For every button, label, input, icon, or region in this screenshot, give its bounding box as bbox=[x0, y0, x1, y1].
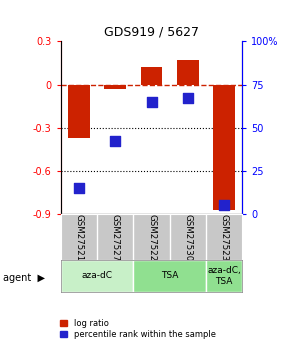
Text: GSM27521: GSM27521 bbox=[74, 214, 83, 261]
Text: GSM27523: GSM27523 bbox=[220, 214, 229, 261]
Bar bbox=[104, 85, 126, 89]
Text: agent  ▶: agent ▶ bbox=[3, 273, 45, 283]
Bar bbox=[141, 67, 162, 85]
Text: GSM27530: GSM27530 bbox=[183, 214, 192, 261]
Point bbox=[149, 99, 154, 105]
Text: aza-dC,
TSA: aza-dC, TSA bbox=[207, 266, 241, 286]
Point bbox=[185, 96, 190, 101]
Text: TSA: TSA bbox=[161, 272, 178, 280]
Text: GSM27522: GSM27522 bbox=[147, 214, 156, 261]
Bar bbox=[177, 60, 199, 85]
Point bbox=[222, 203, 227, 208]
Point bbox=[113, 139, 118, 144]
Title: GDS919 / 5627: GDS919 / 5627 bbox=[104, 26, 199, 39]
Point bbox=[76, 185, 81, 191]
Text: GSM27527: GSM27527 bbox=[111, 214, 120, 261]
Bar bbox=[206, 260, 242, 292]
Bar bbox=[133, 260, 206, 292]
Bar bbox=[213, 85, 235, 209]
Legend: log ratio, percentile rank within the sample: log ratio, percentile rank within the sa… bbox=[59, 317, 217, 341]
Bar bbox=[68, 85, 90, 138]
Bar bbox=[61, 260, 133, 292]
Text: aza-dC: aza-dC bbox=[82, 272, 112, 280]
